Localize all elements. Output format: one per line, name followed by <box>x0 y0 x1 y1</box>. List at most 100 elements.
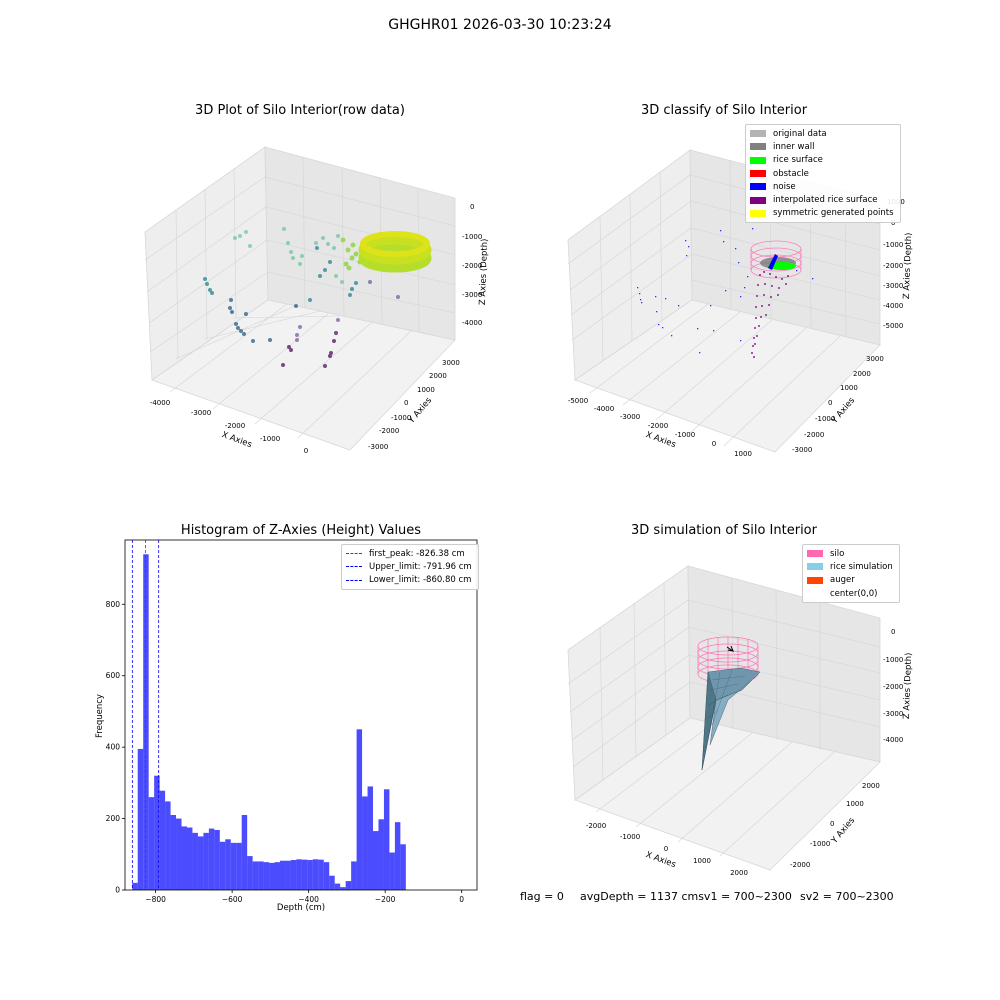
legend-item-original-data: original data <box>746 127 900 140</box>
panel2-silo-wireframe <box>750 240 802 279</box>
legend-item-rice-surface: rice surface <box>746 154 900 167</box>
status-avg-depth: avgDepth = 1137 cmsv1 = 700~2300 <box>580 890 792 903</box>
histogram-bar <box>290 860 297 890</box>
histogram-x-label: Depth (cm) <box>276 903 326 913</box>
histogram-bar <box>252 861 259 890</box>
panel1-y-tick: 3000 <box>442 359 460 367</box>
panel4-z-label: Z Axies (Depth) <box>902 652 914 719</box>
status-flag: flag = 0 <box>520 890 564 903</box>
panel1-x-tick: -3000 <box>191 409 211 417</box>
histogram-x-tick-label: −200 <box>375 895 396 904</box>
histogram-x-tick-label: −400 <box>298 895 319 904</box>
panel1-x-tick: -1000 <box>260 435 280 443</box>
panel3-title: Histogram of Z-Axies (Height) Values <box>180 523 422 538</box>
histogram-bar <box>318 859 324 890</box>
panel2-y-tick: -2000 <box>804 431 824 439</box>
panel2-x-tick: -4000 <box>594 405 614 413</box>
panel2-y-tick: 0 <box>828 399 832 407</box>
panel1-title: 3D Plot of Silo Interior(row data) <box>195 103 405 118</box>
panel2-x-tick: 0 <box>712 440 716 448</box>
legend-swatch <box>750 156 766 164</box>
legend-item-lower-limit: Lower_limit: -860.80 cm <box>342 574 478 587</box>
legend-swatch <box>750 143 766 151</box>
legend-swatch <box>807 590 823 597</box>
histogram-bar <box>400 844 406 890</box>
histogram-bar <box>340 887 346 890</box>
panel1-y-tick: -2000 <box>379 427 399 435</box>
panel2-x-tick: -1000 <box>675 431 695 439</box>
histogram-bar <box>170 815 177 890</box>
legend-line <box>346 579 362 581</box>
histogram-bar <box>159 790 166 890</box>
panel1-z-tick: -2000 <box>462 262 482 270</box>
histogram-bar <box>394 822 401 890</box>
legend-swatch <box>807 576 823 584</box>
histogram-bar <box>154 775 160 890</box>
histogram-bar <box>214 830 220 890</box>
histogram-bar <box>208 828 215 890</box>
histogram-bar <box>148 797 155 890</box>
panel2-z-tick: -2000 <box>883 262 903 270</box>
panel1-x-tick: 0 <box>304 447 308 455</box>
panel1-z-tick: 0 <box>470 203 474 211</box>
histogram-y-tick-label: 400 <box>106 743 121 752</box>
histogram-bar <box>274 862 280 890</box>
panel1-y-tick: 0 <box>404 399 408 407</box>
histogram-bar <box>334 883 341 890</box>
histogram-bar <box>296 859 302 890</box>
histogram-bar <box>225 839 231 890</box>
legend-swatch <box>750 209 766 217</box>
histogram-bar <box>345 881 352 890</box>
panel2-legend: original data inner wall rice surface ob… <box>745 124 901 224</box>
histogram-bar <box>285 860 291 890</box>
histogram-bars <box>132 554 406 890</box>
panel2-x-tick: 1000 <box>734 450 752 458</box>
histogram-bar <box>378 819 384 890</box>
legend-item-upper-limit: Upper_limit: -791.96 cm <box>342 560 478 573</box>
panel4-y-tick: -2000 <box>790 861 810 869</box>
panel4-y-tick: 2000 <box>862 782 880 790</box>
panel4-x-tick: -1000 <box>620 833 640 841</box>
histogram-bar <box>258 861 264 890</box>
histogram-bar <box>362 796 368 890</box>
panel2-z-tick: -4000 <box>883 302 903 310</box>
panel4-z-tick: -2000 <box>883 683 903 691</box>
legend-item-rice-simulation: rice simulation <box>803 560 899 573</box>
panel4-x-tick: 2000 <box>730 869 748 877</box>
histogram-bar <box>356 729 363 890</box>
legend-item-noise: noise <box>746 180 900 193</box>
panel4-z-tick: 0 <box>891 628 895 636</box>
panel4-y-tick: -1000 <box>810 840 830 848</box>
panel4-x-tick: 0 <box>664 845 668 853</box>
histogram-bar <box>367 786 374 890</box>
histogram-bar <box>247 856 253 890</box>
panel1-y-tick: -3000 <box>368 443 388 451</box>
histogram-y-tick-label: 0 <box>115 886 120 895</box>
histogram-bar <box>373 831 379 890</box>
legend-swatch <box>750 196 766 204</box>
legend-item-symmetric-generated-points: symmetric generated points <box>746 207 900 220</box>
histogram-bar <box>383 789 390 890</box>
histogram-bar <box>143 554 149 890</box>
histogram-bar <box>269 862 275 890</box>
panel4-auger-arrow <box>726 645 735 653</box>
panel4-z-tick: -4000 <box>883 736 903 744</box>
legend-swatch <box>807 563 823 571</box>
legend-line <box>346 566 362 568</box>
panel2-y-tick: 1000 <box>840 384 858 392</box>
panel4-x-tick: -2000 <box>586 822 606 830</box>
panel4-z-tick: -3000 <box>883 710 903 718</box>
histogram-bar <box>181 826 187 890</box>
panel1-x-tick: -4000 <box>150 399 170 407</box>
legend-item-auger: auger <box>803 574 899 587</box>
legend-swatch <box>750 130 766 138</box>
histogram-reference-lines <box>131 540 160 890</box>
panel1-y-tick: -1000 <box>391 414 411 422</box>
legend-item-interpolated-rice-surface: interpolated rice surface <box>746 193 900 206</box>
panel1-scatter-points <box>203 227 432 368</box>
panel4-legend: silo rice simulation auger center(0,0) <box>802 544 900 604</box>
panel2-z-tick: -3000 <box>883 282 903 290</box>
